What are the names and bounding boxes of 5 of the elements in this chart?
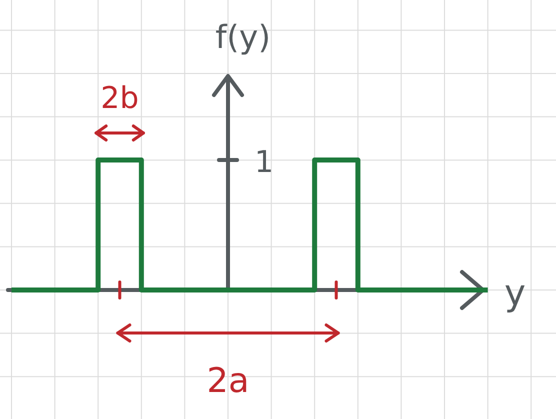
text: 2a [206,361,250,401]
text: 2b [100,81,139,116]
y-axis-title: f(y) [215,18,271,56]
x-axis-title: y [504,273,526,314]
annotation: 1 [254,145,274,180]
